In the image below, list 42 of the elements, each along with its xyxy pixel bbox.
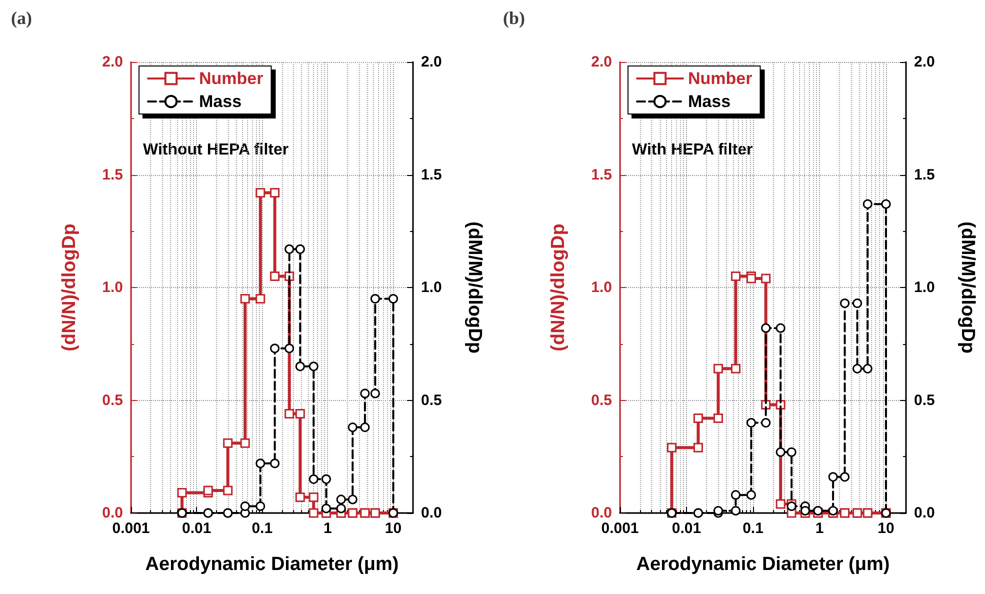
y2-tick-label: 0.5: [914, 392, 935, 409]
x-tick-label: 10: [878, 520, 894, 537]
chart-title: (a): [11, 8, 32, 28]
y-axis-title: (dN/N)/dlogDp: [548, 224, 569, 352]
x-tick-label: 0.1: [252, 520, 273, 537]
y-tick-label: 0.0: [102, 504, 123, 522]
legend-label: Mass: [199, 92, 242, 111]
y-tick-label: 0.0: [591, 504, 612, 522]
y2-tick-label: 1.5: [421, 166, 442, 184]
y-axis-title: (dN/N)/dlogDp: [59, 224, 80, 352]
y-tick-label: 0.5: [591, 392, 612, 409]
y2-tick-label: 1.5: [914, 166, 935, 184]
x-tick-label: 0.01: [182, 520, 212, 537]
y-tick-label: 1.5: [102, 166, 123, 184]
y-tick-label: 2.0: [591, 54, 612, 70]
x-tick-label: 0.01: [672, 520, 702, 537]
legend-label: Number: [688, 69, 753, 88]
x-tick-label: 0.001: [112, 520, 150, 537]
y2-tick-label: 1.0: [421, 279, 442, 296]
y-tick-label: 0.5: [102, 392, 123, 409]
legend-label: Number: [199, 69, 264, 88]
y-tick-label: 2.0: [102, 54, 123, 70]
y2-tick-label: 0.5: [421, 392, 442, 409]
y2-tick-label: 0.0: [421, 504, 442, 522]
y2-tick-label: 2.0: [421, 54, 442, 70]
x-tick-label: 10: [384, 520, 402, 537]
y2-tick-label: 0.0: [914, 504, 935, 522]
x-axis-title: Aerodynamic Diameter (μm): [145, 554, 399, 575]
x-tick-label: 1: [815, 520, 824, 537]
x-axis-title: Aerodynamic Diameter (μm): [636, 554, 890, 575]
x-tick-label: 0.001: [601, 520, 639, 537]
y2-tick-label: 1.0: [914, 279, 935, 296]
y2-axis-title: (dM/M)/dlogDp: [464, 222, 485, 354]
y2-tick-label: 2.0: [914, 54, 935, 70]
x-tick-label: 0.1: [742, 520, 764, 537]
y2-axis-title: (dM/M)/dlogDp: [957, 222, 978, 354]
legend-label: Mass: [688, 92, 731, 111]
x-tick-label: 1: [324, 520, 332, 537]
y-tick-label: 1.0: [591, 279, 612, 296]
y-tick-label: 1.0: [102, 279, 123, 296]
chart-title: (b): [503, 8, 526, 28]
y-tick-label: 1.5: [591, 166, 612, 184]
